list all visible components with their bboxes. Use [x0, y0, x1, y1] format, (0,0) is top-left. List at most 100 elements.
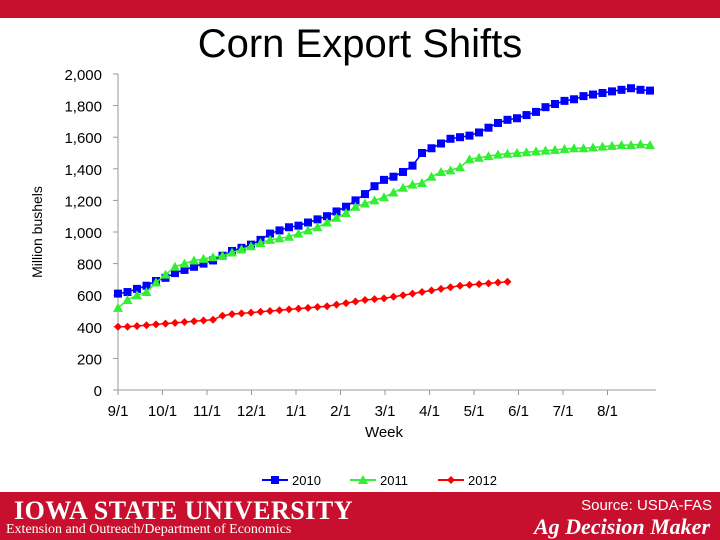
series-2011-point — [160, 269, 171, 279]
series-2011-point — [246, 241, 256, 251]
series-2010-point — [180, 265, 189, 274]
source-text: Source: USDA-FAS — [581, 497, 712, 514]
series-2011-point — [322, 217, 332, 227]
y-tick-label: 1,600 — [64, 130, 102, 147]
series-2011-point — [445, 165, 456, 175]
series-2011-point — [407, 179, 418, 189]
series-2011-point — [360, 198, 370, 208]
series-2010-point — [617, 85, 626, 94]
series-2011-point — [645, 140, 655, 150]
series-2012-point — [456, 281, 464, 290]
series-2012-point — [494, 278, 502, 287]
series-2011-point — [208, 252, 218, 262]
series-2012-point — [190, 317, 198, 326]
legend-2012-marker — [447, 476, 455, 484]
series-2012-point — [475, 280, 483, 289]
series-2011-point — [113, 302, 123, 312]
series-2010-point — [408, 161, 417, 170]
series-2010-point — [636, 85, 645, 94]
series-2012-point — [228, 310, 236, 319]
series-2012-point — [180, 318, 189, 327]
series-2010-point — [304, 218, 312, 227]
x-tick-label: 6/1 — [508, 403, 529, 420]
series-2011-point — [493, 149, 503, 159]
export-line-chart: 0 200 400 600 800 1,000 1,200 1,400 1,600 1,800 2,… — [29, 67, 656, 488]
series-2011-point — [331, 212, 342, 222]
series-2010-point — [323, 212, 331, 221]
series-2010-point — [522, 111, 531, 120]
university-wordmark: IOWA STATE UNIVERSITY — [14, 496, 353, 525]
series-2012-point — [266, 307, 274, 315]
series-2012-point — [237, 309, 246, 318]
series-2011-point — [483, 151, 494, 161]
x-axis-title: Week — [365, 424, 404, 441]
series-2012-point — [152, 320, 160, 329]
series-2011-point — [189, 255, 199, 265]
x-tick-label: 2/1 — [330, 403, 351, 420]
series-2012-point — [503, 277, 512, 286]
y-tick-label: 1,800 — [64, 99, 102, 116]
series-2012-point — [389, 292, 398, 301]
series-2012-point — [465, 280, 474, 289]
series-2012-point — [133, 322, 141, 331]
series-2012-point — [142, 321, 151, 330]
series-2011-point — [512, 148, 522, 157]
series-2012-point — [313, 303, 322, 312]
series-2010-point — [294, 221, 303, 230]
series-2012-point — [209, 315, 217, 324]
series-2010-point — [646, 86, 654, 95]
series-2010-point — [513, 114, 521, 123]
top-accent-bar — [0, 0, 720, 18]
series-2012-point — [361, 295, 369, 304]
series-2011-point — [417, 178, 427, 188]
series-2010-point — [313, 215, 322, 224]
series-2010-point — [190, 262, 198, 271]
x-tick-label: 4/1 — [419, 403, 440, 420]
series-2011-point — [293, 228, 304, 238]
y-axis-title: Million bushels — [29, 186, 45, 278]
series-2010-point — [598, 88, 607, 97]
x-tick-label: 10/1 — [148, 403, 177, 420]
series-2011-point — [502, 148, 513, 158]
series-2012-point — [218, 311, 227, 320]
series-2011-point — [398, 182, 408, 192]
y-tick-label: 1,400 — [64, 162, 102, 179]
series-2011-point — [569, 143, 579, 153]
series-2011-point — [122, 294, 133, 304]
legend-2010-marker — [271, 476, 279, 484]
series-2010-point — [351, 196, 360, 205]
series-2011-point — [616, 140, 627, 150]
series-2012-point — [304, 303, 312, 312]
series-2012-point — [437, 284, 445, 293]
y-tick-label: 1,200 — [64, 193, 102, 210]
series-2011-point — [170, 261, 180, 271]
series-2010-point — [171, 269, 179, 278]
series-2011-point — [369, 195, 380, 205]
x-tick-label: 3/1 — [375, 403, 396, 420]
series-2010-point — [332, 207, 341, 216]
series-2010-point — [342, 202, 350, 211]
series-2012-point — [285, 305, 293, 314]
series-2012-point — [114, 322, 122, 331]
series-2010-point — [503, 115, 512, 124]
series-2011-point — [540, 145, 551, 155]
x-tick-label: 1/1 — [286, 403, 307, 420]
series-2010-point — [437, 139, 445, 148]
series-2010-point — [465, 131, 474, 140]
series-2012-point — [370, 295, 379, 304]
series-2012-point — [380, 294, 388, 303]
series-2010-point — [532, 107, 540, 116]
x-tick-label: 11/1 — [193, 403, 221, 420]
series-2010-point — [389, 172, 398, 181]
series-2011-point — [217, 250, 228, 260]
x-tick-label: 9/1 — [108, 403, 129, 420]
series-2010-point — [199, 259, 208, 268]
series-2010-point — [627, 84, 635, 93]
series-2011-point — [455, 162, 465, 172]
series-2011-point — [635, 139, 646, 149]
series-2012-point — [171, 318, 179, 327]
series-2011-point — [255, 238, 266, 248]
series-2010-point — [551, 100, 559, 109]
series-2012-point — [427, 286, 436, 295]
series-2011-point — [379, 192, 389, 202]
